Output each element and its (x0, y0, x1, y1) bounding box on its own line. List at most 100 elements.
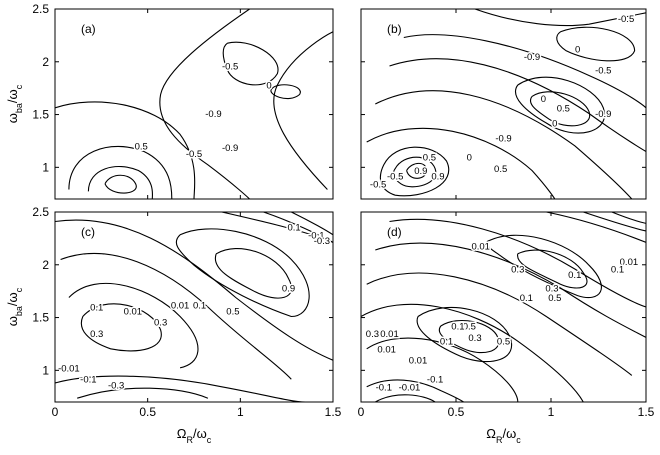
panel-a: 0-0.5-0.90.5-0.5-0.911.522.5(a)ωba/ωc (5, 2, 334, 200)
contour-level-label: -0.9 (495, 134, 511, 145)
contour-level-label: -0.5 (595, 65, 611, 76)
contour-level-label: 0.5 (463, 322, 476, 333)
contour-line (366, 379, 464, 402)
contour-line (68, 145, 173, 199)
contour-level-label: 0 (541, 94, 546, 105)
y-axis-label: ωba/ωc (5, 287, 24, 326)
contour-level-label: -0.9 (524, 52, 540, 63)
contour-level-label: 0.01 (124, 306, 143, 317)
contour-line (68, 282, 199, 369)
contour-line (214, 248, 292, 299)
contour-level-label: 0.3 (545, 284, 558, 295)
label-text: / (5, 302, 20, 306)
label-subscript: R (186, 435, 193, 445)
label-text: / (193, 426, 197, 441)
label-text: ω (5, 292, 20, 302)
contour-level-label: -0.5 (186, 149, 202, 160)
contour-line (366, 272, 633, 376)
contour-line (515, 76, 606, 134)
contour-level-label: 0.5 (557, 103, 570, 114)
contour-level-label: 0.5 (497, 337, 510, 348)
y-tick-label: 1 (42, 363, 49, 377)
x-axis-label: ΩR/ωc (486, 426, 521, 445)
contour-level-label: 0.01 (377, 344, 396, 355)
contour-level-label: 0.01 (471, 242, 490, 253)
contour-line (389, 218, 646, 308)
contour-line (392, 156, 437, 188)
panel-label: (c) (81, 225, 95, 239)
contour-line (474, 9, 646, 27)
contour-level-label: -0.1 (308, 230, 324, 241)
contour-line (55, 375, 306, 402)
label-text: ω (5, 316, 20, 326)
contour-level-label: -0.9 (222, 143, 238, 154)
y-tick-label: 2.5 (32, 2, 49, 16)
contour-line (611, 212, 646, 224)
contour-level-label: 0 (467, 153, 472, 164)
label-subscript: c (516, 435, 521, 445)
contour-line (175, 228, 310, 318)
contour-level-label: 0 (552, 119, 557, 130)
contour-level-label: -0.1 (80, 375, 96, 386)
contour-line (361, 303, 584, 402)
contour-line (379, 146, 450, 197)
x-tick-label: 1.5 (638, 405, 655, 419)
label-text: / (502, 426, 506, 441)
contour-level-label: 0.01 (380, 329, 399, 340)
contour-line (291, 212, 333, 236)
contour-group (366, 9, 646, 199)
contour-group (55, 212, 333, 402)
contour-line (104, 174, 137, 194)
contour-level-label: -0.9 (595, 109, 611, 120)
contour-line (80, 303, 162, 352)
contour-line (530, 91, 591, 127)
contour-line (556, 26, 636, 62)
y-axis-label: ωba/ωc (5, 84, 24, 123)
panel-d: 0.010.10.30.50.010.10.30.50.10.30.010.01… (358, 211, 655, 445)
contour-level-label: -0.01 (399, 382, 421, 393)
x-tick-label: 1.5 (325, 405, 342, 419)
contour-group (361, 212, 646, 402)
contour-level-label: 0.1 (568, 270, 581, 281)
label-text: Ω (177, 426, 187, 441)
contour-level-label: -0.5 (222, 62, 238, 73)
contour-line (406, 162, 428, 179)
y-tick-label: 1.5 (32, 311, 49, 325)
contour-line (375, 242, 646, 338)
contour-level-label: -0.5 (387, 172, 403, 183)
contour-line (263, 212, 333, 243)
label-text: ω (5, 113, 20, 123)
contour-line (87, 166, 154, 199)
label-subscript: ba (14, 306, 24, 316)
contour-level-label: -0.9 (205, 109, 221, 120)
contour-level-label: 0.3 (468, 333, 481, 344)
contour-line (221, 212, 333, 243)
contour-level-label: -0.3 (108, 380, 124, 391)
contour-level-label: -0.3 (314, 236, 330, 247)
x-tick-label: 1 (548, 405, 555, 419)
contour-line (55, 101, 196, 199)
contour-level-label: 0.3 (511, 265, 524, 276)
contour-level-label: 0.5 (548, 293, 561, 304)
contour-level-label: 0.01 (620, 257, 639, 268)
contour-level-label: 0.5 (135, 141, 148, 152)
label-subscript: c (14, 84, 24, 89)
contour-line (270, 84, 301, 99)
plot-frame (360, 8, 647, 200)
contour-line (77, 387, 209, 399)
contour-level-label: 0.9 (282, 284, 295, 295)
contour-line (159, 9, 250, 199)
contour-line (273, 31, 333, 190)
contour-line (60, 252, 292, 380)
contour-line (375, 90, 633, 199)
contour-line (389, 58, 646, 152)
contour-level-label: -0.5 (618, 14, 634, 25)
contour-level-label: 0.5 (494, 164, 507, 175)
contour-line (375, 394, 436, 402)
contour-group (55, 9, 333, 199)
contour-line (222, 41, 279, 86)
contour-line (366, 337, 519, 402)
contour-level-label: 0.1 (193, 301, 206, 312)
